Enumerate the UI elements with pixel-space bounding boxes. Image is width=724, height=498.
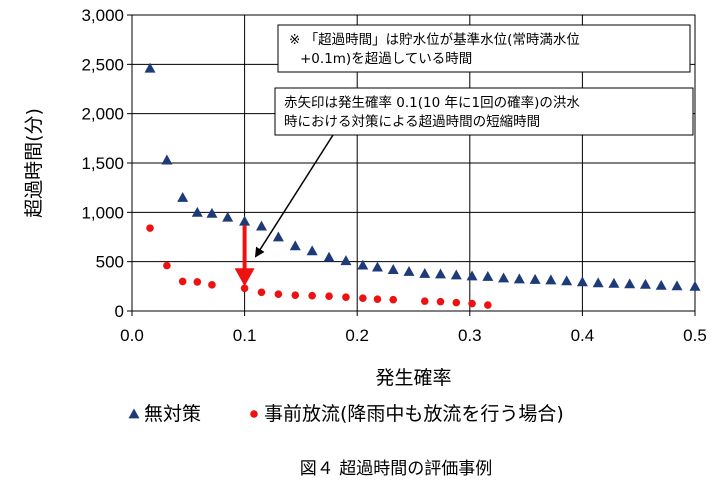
data-point-no-measures bbox=[306, 245, 318, 256]
series-no-measures bbox=[144, 62, 701, 291]
annotation-pointer-arrow bbox=[254, 134, 334, 258]
y-tick-label: 3,000 bbox=[81, 6, 124, 25]
data-point-pre-release bbox=[452, 298, 461, 307]
legend-marker bbox=[128, 408, 140, 419]
x-tick-label: 0.5 bbox=[683, 326, 707, 345]
data-point-no-measures bbox=[144, 62, 156, 73]
data-point-no-measures bbox=[435, 268, 447, 279]
data-point-pre-release bbox=[468, 299, 476, 308]
reduction-arrow bbox=[234, 225, 255, 287]
data-point-no-measures bbox=[561, 275, 573, 286]
data-point-no-measures bbox=[513, 273, 525, 284]
y-axis: 0 500 1,000 1,500 2,000 2,500 3,000 bbox=[81, 6, 132, 321]
annotation-box bbox=[274, 87, 694, 136]
data-point-pre-release bbox=[274, 290, 283, 299]
data-point-pre-release bbox=[291, 291, 300, 300]
x-tick-label: 0.3 bbox=[458, 326, 482, 345]
data-point-no-measures bbox=[639, 278, 651, 289]
annotation-red-arrow: 赤矢印は発生確率 0.1(10 年に1回の確率)の洪水時における対策による超過時… bbox=[274, 87, 694, 136]
data-point-pre-release bbox=[436, 297, 445, 306]
data-point-no-measures bbox=[323, 251, 335, 262]
legend-label: 事前放流(降雨中も放流を行う場合) bbox=[264, 403, 564, 425]
data-point-no-measures bbox=[239, 215, 251, 226]
data-point-no-measures bbox=[191, 206, 203, 217]
data-point-pre-release bbox=[208, 281, 216, 289]
data-point-no-measures bbox=[272, 231, 284, 242]
data-point-no-measures bbox=[419, 268, 431, 278]
data-point-pre-release bbox=[240, 284, 249, 293]
data-point-no-measures bbox=[545, 274, 557, 285]
data-point-no-measures bbox=[371, 261, 383, 272]
data-point-pre-release bbox=[389, 295, 398, 304]
annotation-line: 赤矢印は発生確率 0.1(10 年に1回の確率)の洪水 bbox=[284, 94, 580, 111]
x-tick-label: 0.2 bbox=[345, 326, 369, 345]
data-point-pre-release bbox=[373, 295, 382, 303]
y-tick-label: 1,000 bbox=[81, 203, 124, 222]
data-point-no-measures bbox=[340, 255, 352, 266]
data-point-pre-release bbox=[193, 278, 202, 286]
data-point-no-measures bbox=[177, 192, 189, 202]
data-point-no-measures bbox=[255, 220, 267, 231]
y-axis-title: 超過時間(分) bbox=[23, 108, 45, 218]
x-axis-title: 発生確率 bbox=[375, 367, 451, 389]
data-point-no-measures bbox=[655, 279, 667, 290]
data-point-pre-release bbox=[257, 288, 266, 297]
reduction-arrow-head bbox=[234, 268, 255, 287]
data-point-pre-release bbox=[163, 261, 171, 270]
y-tick-label: 500 bbox=[96, 253, 124, 272]
data-point-pre-release bbox=[342, 293, 350, 301]
annotation-line: 時における対策による超過時間の短縮時間 bbox=[284, 113, 540, 130]
annotation-definition: ※ 「超過時間」は貯水位が基準水位(常時満水位 +0.1m)を超過している時間 bbox=[277, 24, 691, 73]
legend-marker bbox=[250, 410, 258, 418]
data-point-no-measures bbox=[357, 259, 369, 270]
data-point-no-measures bbox=[671, 280, 683, 291]
x-tick-label: 0.0 bbox=[120, 326, 144, 345]
data-point-no-measures bbox=[576, 276, 588, 287]
data-point-no-measures bbox=[289, 240, 301, 251]
annotation-line: ※ 「超過時間」は貯水位が基準水位(常時満水位 bbox=[289, 31, 580, 48]
data-point-pre-release bbox=[359, 294, 367, 302]
x-tick-label: 0.4 bbox=[571, 326, 595, 345]
data-point-no-measures bbox=[529, 273, 541, 284]
data-point-no-measures bbox=[387, 264, 399, 274]
y-tick-label: 2,000 bbox=[81, 105, 124, 124]
data-point-no-measures bbox=[689, 280, 701, 291]
data-point-no-measures bbox=[608, 277, 620, 288]
annotation-box bbox=[277, 24, 691, 73]
figure-caption: 図４ 超過時間の評価事例 bbox=[300, 459, 492, 479]
x-tick-label: 0.1 bbox=[233, 326, 257, 345]
legend-label: 無対策 bbox=[144, 403, 201, 425]
data-point-no-measures bbox=[450, 269, 462, 280]
y-tick-label: 2,500 bbox=[81, 55, 124, 74]
data-point-no-measures bbox=[222, 211, 234, 222]
data-point-no-measures bbox=[482, 270, 494, 281]
annotation-line: +0.1m)を超過している時間 bbox=[300, 51, 472, 67]
data-point-no-measures bbox=[403, 266, 415, 276]
data-point-pre-release bbox=[178, 277, 187, 286]
data-point-no-measures bbox=[624, 278, 636, 289]
data-point-pre-release bbox=[325, 292, 333, 301]
data-point-no-measures bbox=[161, 154, 173, 165]
data-point-pre-release bbox=[308, 291, 316, 300]
y-tick-label: 0 bbox=[115, 302, 124, 321]
data-point-no-measures bbox=[206, 207, 218, 218]
legend: 無対策 事前放流(降雨中も放流を行う場合) bbox=[128, 403, 564, 425]
data-point-no-measures bbox=[592, 277, 604, 288]
data-point-no-measures bbox=[498, 272, 510, 283]
data-point-pre-release bbox=[484, 301, 492, 309]
x-axis: 0.0 0.1 0.2 0.3 0.4 0.5 bbox=[120, 311, 707, 345]
y-tick-label: 1,500 bbox=[81, 154, 124, 173]
data-point-no-measures bbox=[466, 270, 478, 281]
data-point-pre-release bbox=[146, 224, 154, 232]
data-point-pre-release bbox=[420, 297, 429, 305]
series-pre-release bbox=[146, 224, 492, 309]
